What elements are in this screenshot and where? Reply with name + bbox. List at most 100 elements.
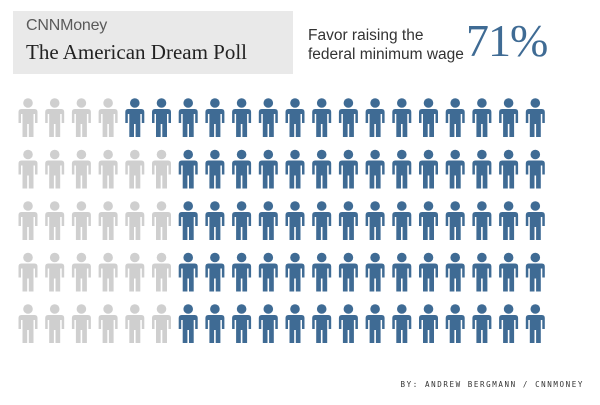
person-icon-other bbox=[18, 149, 38, 189]
person-icon-favor bbox=[445, 149, 465, 189]
person-icon-favor bbox=[338, 252, 358, 292]
person-icon-favor bbox=[419, 98, 438, 137]
person-icon-favor bbox=[178, 98, 198, 137]
person-icon-favor bbox=[525, 252, 545, 292]
person-icon-favor bbox=[365, 304, 385, 343]
person-icon-favor bbox=[285, 98, 305, 137]
person-icon-favor bbox=[258, 304, 278, 343]
person-icon-favor bbox=[472, 98, 492, 137]
person-icon-favor bbox=[445, 98, 465, 137]
person-icon-other bbox=[125, 201, 145, 240]
person-icon-other bbox=[45, 201, 65, 240]
person-icon-favor bbox=[499, 304, 519, 343]
person-icon-favor bbox=[178, 252, 198, 292]
person-icon-other bbox=[152, 304, 171, 343]
person-icon-favor bbox=[525, 98, 545, 137]
person-icon-favor bbox=[472, 149, 492, 189]
person-icon-favor bbox=[445, 252, 465, 292]
person-icon-favor bbox=[392, 304, 412, 343]
person-icon-other bbox=[71, 304, 91, 343]
person-icon-other bbox=[45, 304, 65, 343]
person-icon-favor bbox=[205, 98, 225, 137]
person-icon-other bbox=[152, 252, 171, 292]
person-icon-favor bbox=[125, 98, 145, 137]
person-icon-other bbox=[98, 149, 118, 189]
person-icon-other bbox=[98, 98, 118, 137]
person-icon-favor bbox=[419, 304, 438, 343]
person-icon-other bbox=[125, 149, 145, 189]
person-icon-favor bbox=[419, 149, 438, 189]
person-icon-other bbox=[71, 252, 91, 292]
person-icon-favor bbox=[312, 201, 332, 240]
person-icon-favor bbox=[499, 201, 519, 240]
person-icon-favor bbox=[338, 98, 358, 137]
person-icon-favor bbox=[312, 304, 332, 343]
person-icon-favor bbox=[285, 149, 305, 189]
person-icon-favor bbox=[445, 201, 465, 240]
person-icon-favor bbox=[499, 98, 519, 137]
person-icon-other bbox=[45, 252, 65, 292]
person-icon-other bbox=[45, 149, 65, 189]
poll-title: The American Dream Poll bbox=[26, 40, 248, 64]
person-icon-other bbox=[18, 98, 38, 137]
person-icon-other bbox=[152, 149, 171, 189]
person-icon-other bbox=[45, 98, 65, 137]
person-icon-favor bbox=[338, 201, 358, 240]
person-icon-favor bbox=[285, 201, 305, 240]
person-icon-other bbox=[152, 201, 171, 240]
person-icon-other bbox=[98, 201, 118, 240]
person-icon-favor bbox=[285, 304, 305, 343]
stat-caption-line1: Favor raising the bbox=[308, 27, 424, 44]
person-icon-favor bbox=[499, 252, 519, 292]
person-icon-favor bbox=[392, 149, 412, 189]
person-icon-favor bbox=[312, 252, 332, 292]
person-icon-other bbox=[18, 252, 38, 292]
person-icon-favor bbox=[392, 201, 412, 240]
person-icon-favor bbox=[178, 304, 198, 343]
person-icon-favor bbox=[178, 201, 198, 240]
person-icon-favor bbox=[205, 252, 225, 292]
person-icon-favor bbox=[258, 201, 278, 240]
person-icon-favor bbox=[365, 149, 385, 189]
person-icon-other bbox=[125, 304, 145, 343]
person-icon-favor bbox=[232, 149, 252, 189]
person-icon-favor bbox=[232, 98, 252, 137]
person-icon-other bbox=[71, 201, 91, 240]
person-icon-favor bbox=[205, 304, 225, 343]
person-icon-favor bbox=[365, 252, 385, 292]
person-icon-favor bbox=[258, 98, 278, 137]
person-icon-favor bbox=[232, 201, 252, 240]
person-icon-favor bbox=[472, 304, 492, 343]
person-icon-favor bbox=[232, 304, 252, 343]
person-icon-other bbox=[18, 304, 38, 343]
person-icon-favor bbox=[472, 252, 492, 292]
person-icon-favor bbox=[258, 252, 278, 292]
person-icon-favor bbox=[178, 149, 198, 189]
person-icon-favor bbox=[285, 252, 305, 292]
person-icon-favor bbox=[525, 149, 545, 189]
brand-label: CNNMoney bbox=[26, 17, 108, 34]
person-icon-favor bbox=[312, 98, 332, 137]
person-icon-favor bbox=[365, 201, 385, 240]
header-box: CNNMoney The American Dream Poll bbox=[13, 11, 293, 74]
person-icon-favor bbox=[338, 304, 358, 343]
person-icon-favor bbox=[338, 149, 358, 189]
person-icon-favor bbox=[205, 149, 225, 189]
person-icon-favor bbox=[392, 98, 412, 137]
stat-caption: Favor raising the federal minimum wage bbox=[308, 26, 464, 64]
person-icon-favor bbox=[499, 149, 519, 189]
person-icon-favor bbox=[525, 201, 545, 240]
stat-percentage: 71% bbox=[466, 15, 548, 66]
person-icon-other bbox=[71, 149, 91, 189]
person-icon-favor bbox=[205, 201, 225, 240]
person-icon-favor bbox=[445, 304, 465, 343]
byline-credit: BY: ANDREW BERGMANN / CNNMONEY bbox=[400, 380, 584, 389]
person-icon-favor bbox=[472, 201, 492, 240]
person-icon-favor bbox=[392, 252, 412, 292]
person-icon-other bbox=[98, 252, 118, 292]
person-icon-favor bbox=[232, 252, 252, 292]
person-icon-other bbox=[98, 304, 118, 343]
person-icon-favor bbox=[258, 149, 278, 189]
person-icon-other bbox=[18, 201, 38, 240]
